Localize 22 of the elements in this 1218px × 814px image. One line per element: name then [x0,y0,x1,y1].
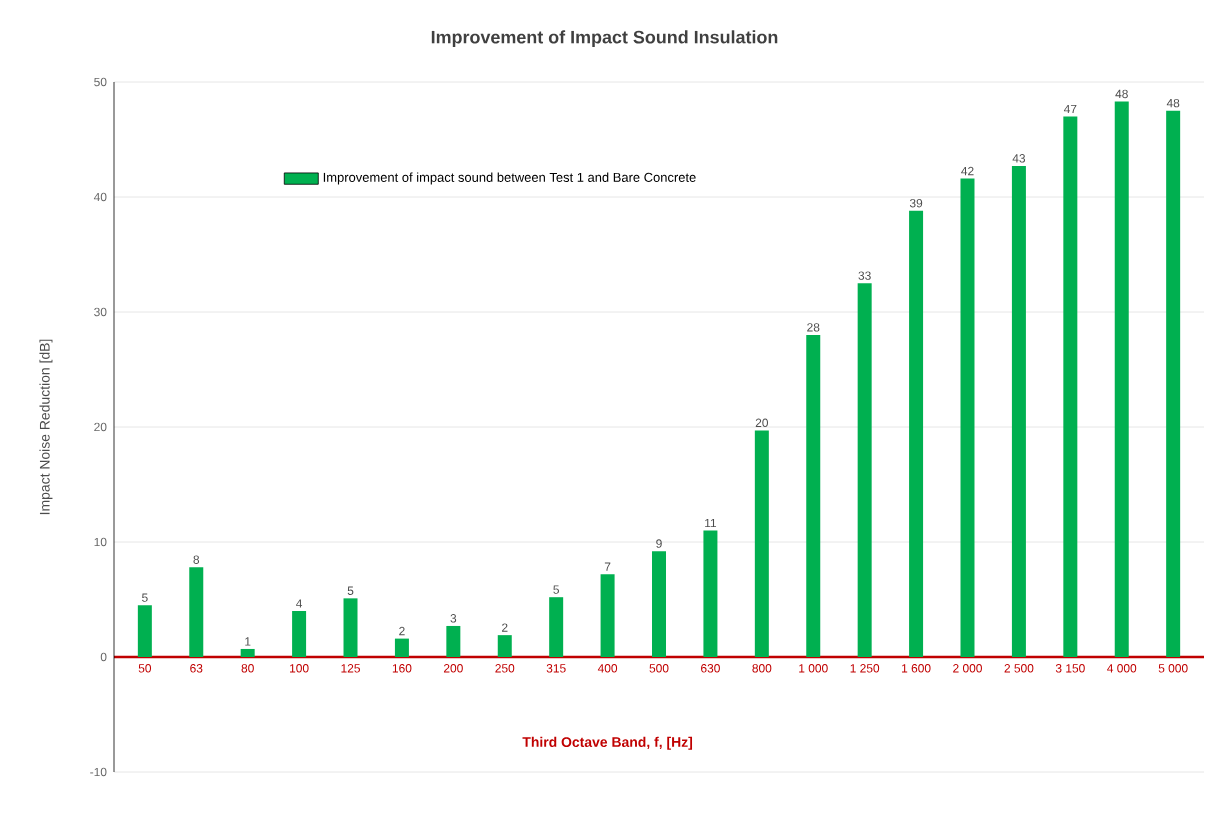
bar [292,611,307,657]
bar [189,567,204,657]
bar [652,551,666,657]
bar [806,335,821,657]
bar [1166,110,1181,657]
bar [857,283,872,657]
bar [240,648,255,657]
bar [600,574,615,657]
bar [343,598,358,657]
bar [497,635,512,657]
bar [549,597,564,657]
bar [1063,116,1078,657]
bar [137,605,152,657]
bar [394,638,409,657]
bar [703,530,718,657]
bar [1114,101,1129,657]
bar [909,210,924,657]
bar [960,178,975,657]
bar [1011,165,1026,657]
bar [446,625,461,657]
chart-title: Improvement of Impact Sound Insulation [431,30,778,47]
bar [754,430,769,657]
